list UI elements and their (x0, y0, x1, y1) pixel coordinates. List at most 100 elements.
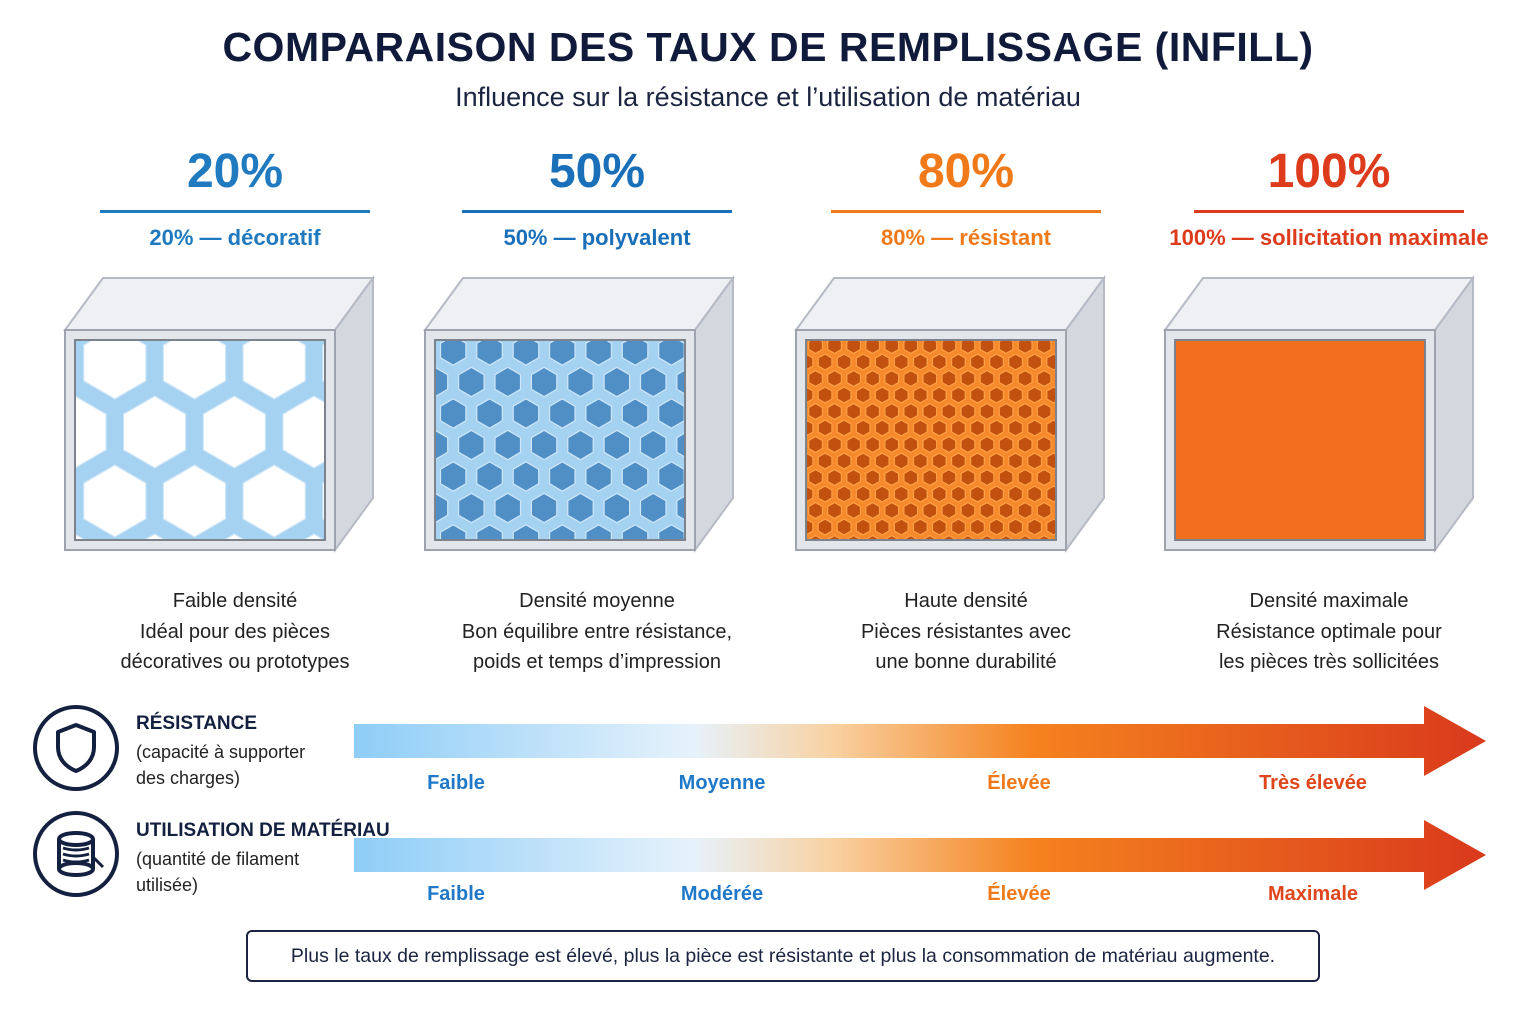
desc-line-1: Densité moyenne (519, 590, 675, 612)
infill-cell (1017, 340, 1033, 355)
infill-cell (865, 402, 881, 421)
infill-cell (874, 518, 890, 536)
infill-cell (75, 395, 107, 469)
infill-cell (979, 340, 995, 355)
infill-label: 80% — résistant (881, 225, 1051, 250)
column-rule (1194, 210, 1464, 213)
infill-cell (162, 340, 227, 400)
infill-cell (903, 340, 919, 355)
infill-cell (989, 419, 1004, 437)
infill-cell (512, 398, 540, 429)
infill-cell (790, 420, 794, 436)
infill-cell (874, 452, 890, 470)
infill-cell (874, 353, 890, 371)
infill-cell (941, 369, 957, 388)
infill-description: Densité maximale Résistance optimale pou… (1149, 586, 1509, 678)
infill-cell (494, 492, 522, 524)
infill-cell (1027, 518, 1043, 536)
filament-spool-icon (33, 811, 119, 897)
infill-cell (979, 534, 995, 540)
column-rule (100, 210, 370, 213)
infill-cell (1036, 402, 1052, 421)
infill-cell (567, 492, 594, 524)
infill-cell (989, 386, 1004, 404)
infill-cell (790, 354, 794, 370)
infill-cell (893, 452, 909, 470)
infill-cell (817, 419, 833, 437)
infill-cell (363, 534, 379, 562)
desc-line-3: décoratives ou prototypes (120, 651, 350, 673)
infill-cell (302, 533, 325, 540)
infill-cell (676, 495, 685, 521)
material-scale-2: Modérée (680, 883, 764, 905)
infill-cell (621, 398, 649, 429)
infill-cell (874, 419, 890, 437)
infill-cell (846, 468, 862, 487)
infill-cell (494, 366, 522, 398)
infill-cell (827, 369, 843, 388)
infill-cell (827, 340, 843, 355)
infill-cell (790, 321, 794, 337)
infill-cell (970, 518, 985, 536)
infill-cell (83, 464, 147, 538)
infill-cell (439, 398, 467, 429)
column-rule (831, 210, 1101, 213)
infill-cell (855, 452, 871, 470)
infill-cell (951, 353, 966, 371)
infill-cell (951, 386, 966, 404)
infill-cell (808, 435, 824, 454)
infill-cell (998, 435, 1014, 454)
infill-cell (817, 386, 833, 404)
infill-cell (1017, 435, 1033, 454)
infill-cell (893, 353, 909, 371)
infill-cell (989, 518, 1004, 536)
infill-cell (931, 452, 947, 470)
infill-cell (827, 402, 843, 421)
infill-cell (884, 369, 900, 388)
desc-line-2: Bon équilibre entre résistance, (461, 620, 733, 643)
infill-cell (970, 353, 985, 371)
infill-cell (998, 369, 1014, 388)
infill-cell (903, 534, 919, 540)
infill-cell (790, 387, 794, 403)
metric-sub-line: (capacité à supporter (136, 742, 306, 762)
infill-cell (1046, 518, 1056, 536)
infill-cell (989, 485, 1004, 503)
infill-cell (846, 340, 862, 355)
infill-cell (855, 353, 871, 371)
infill-cell (912, 452, 928, 470)
infill-cell (1027, 386, 1043, 404)
infill-cell (855, 485, 871, 503)
infill-cell (903, 369, 919, 388)
infill-cell (865, 369, 881, 388)
infill-cell (903, 435, 919, 454)
infill-cell (162, 464, 227, 538)
infill-cell (512, 461, 540, 492)
infill-cell (989, 452, 1004, 470)
infill-cell (1036, 369, 1052, 388)
infill-cell (922, 340, 938, 355)
block-top-face (1163, 277, 1475, 331)
infill-cell (585, 398, 612, 429)
infill-cell (979, 369, 995, 388)
resistance-scale-3: Élevée (987, 772, 1051, 794)
infill-cell (567, 429, 594, 461)
infill-cell (603, 492, 631, 524)
infill-cell (1036, 468, 1052, 487)
infill-description: Haute densité Pièces résistantes avec un… (786, 586, 1146, 678)
infill-inner-border (1174, 339, 1426, 541)
infill-percent: 20% (186, 145, 284, 198)
metric-sub-line: des charges) (136, 768, 241, 788)
infill-cell (549, 461, 576, 492)
infill-cell (1017, 534, 1033, 540)
material-gradient-arrow (354, 820, 1486, 890)
desc-line-1: Densité maximale (1249, 590, 1409, 612)
infill-cell (1017, 402, 1033, 421)
infill-cell (855, 518, 871, 536)
infill-cell (1036, 340, 1052, 355)
shield-icon (33, 705, 119, 791)
infill-cell (817, 485, 833, 503)
infill-pattern (75, 340, 379, 562)
infill-cell (808, 534, 824, 540)
desc-line-2: Pièces résistantes avec (860, 620, 1072, 643)
